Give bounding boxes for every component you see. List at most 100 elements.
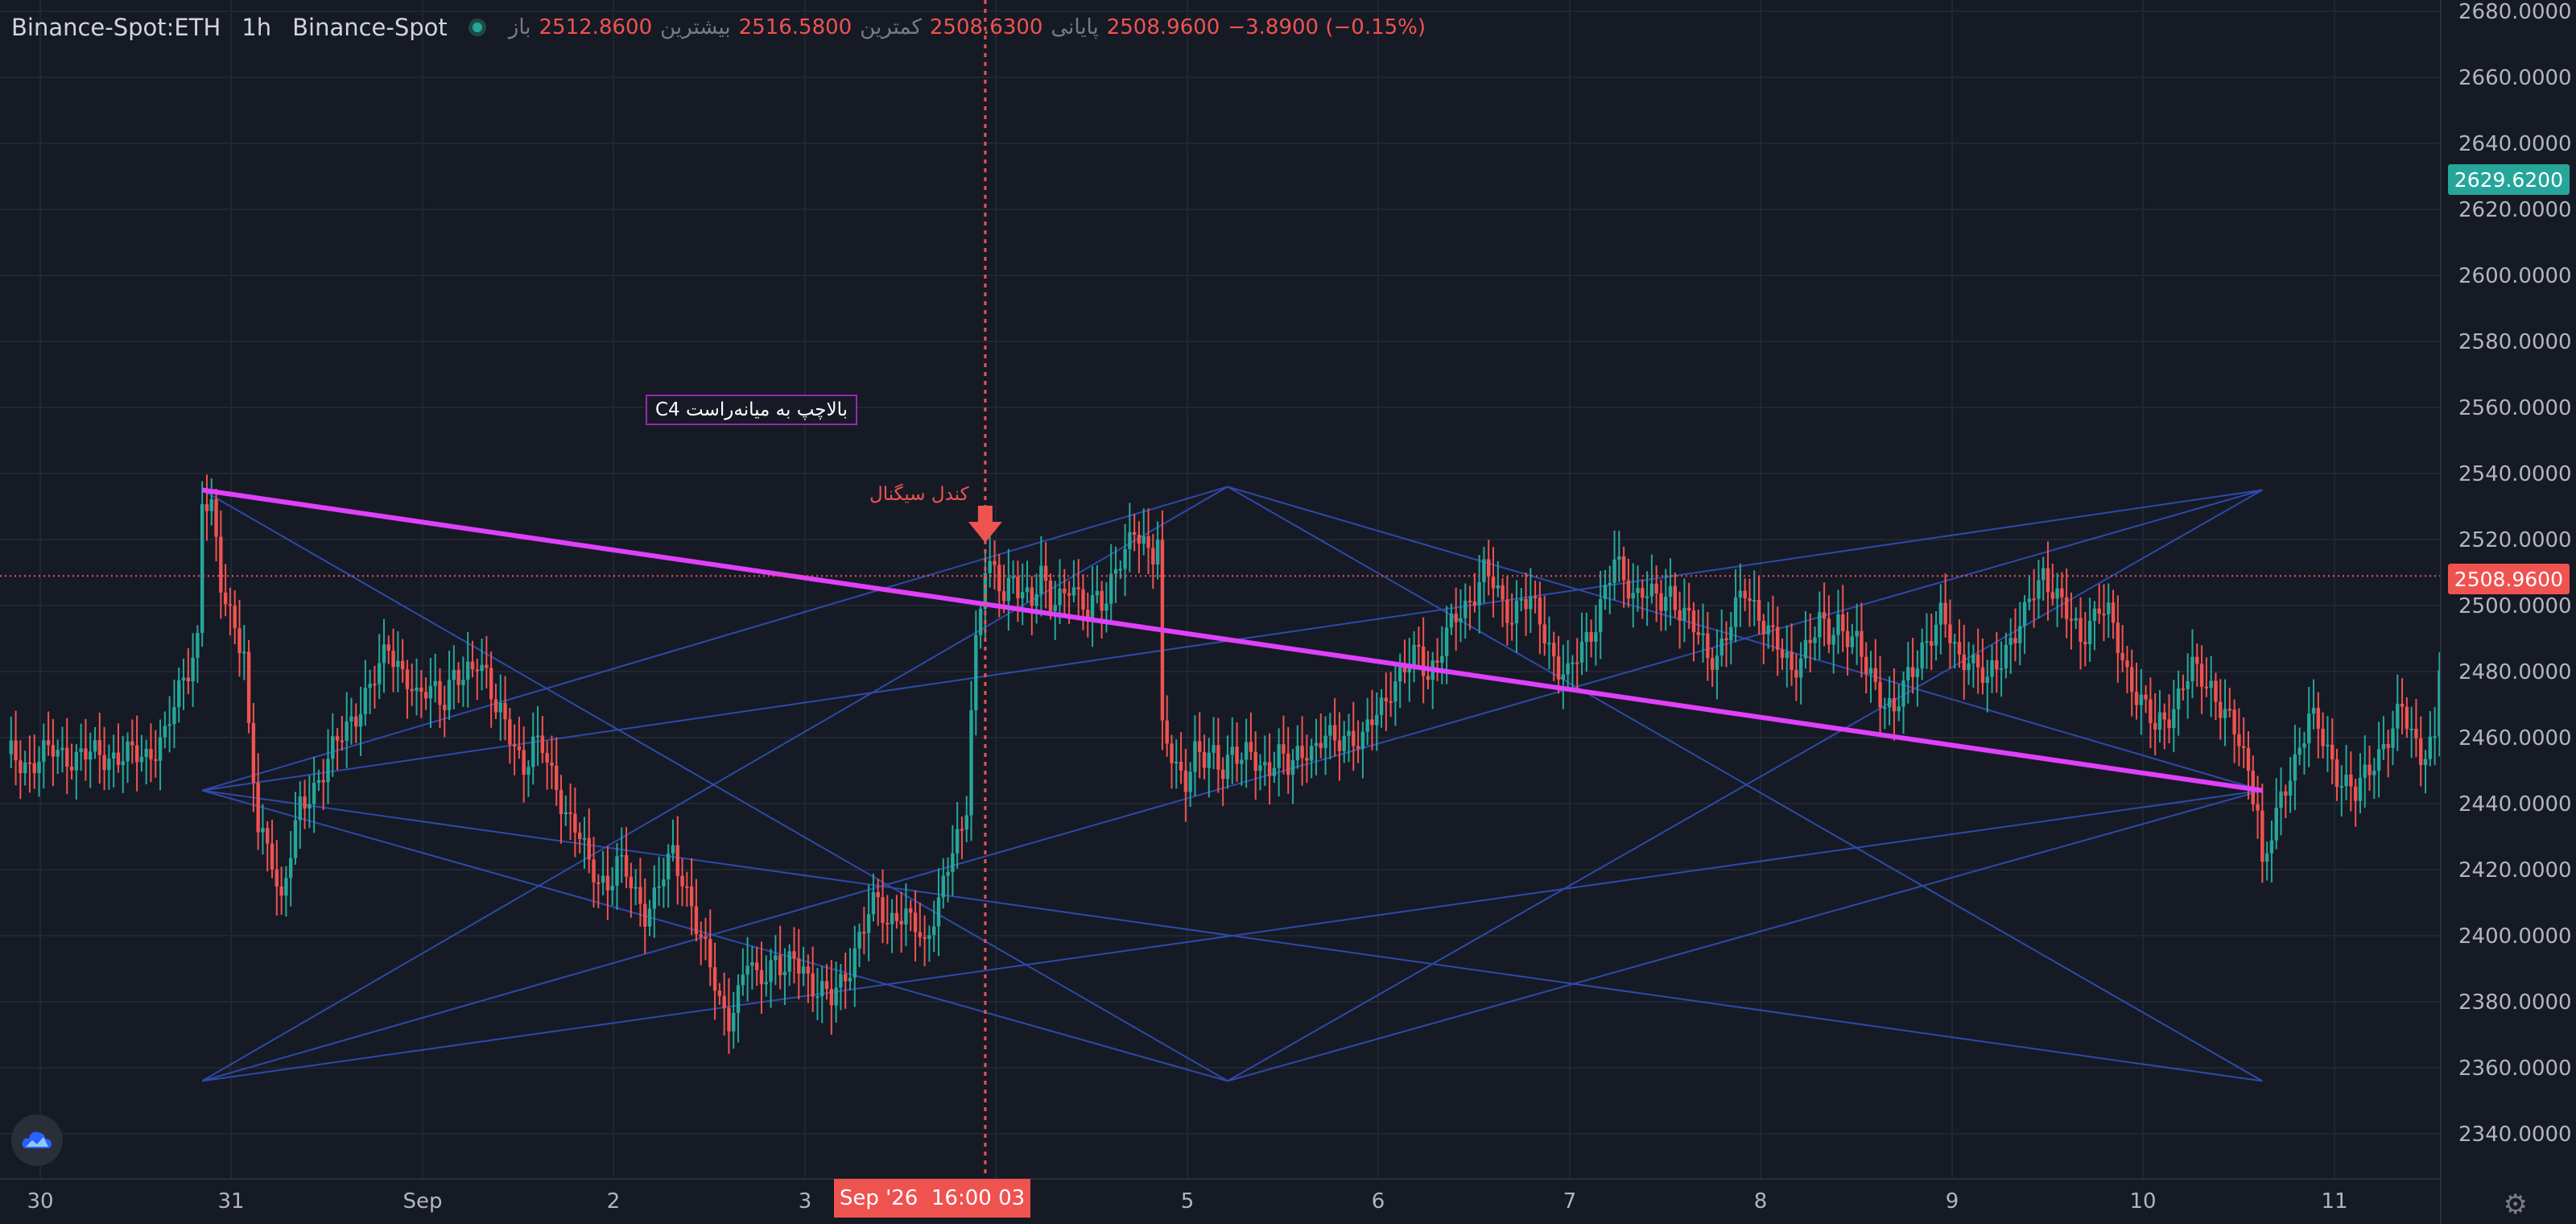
candle-body bbox=[1836, 614, 1840, 635]
candle-body bbox=[1566, 663, 1570, 675]
candle-body bbox=[27, 762, 32, 764]
candle-body bbox=[438, 680, 442, 705]
candle-body bbox=[2363, 764, 2367, 778]
candle-body bbox=[894, 912, 899, 921]
candle-body bbox=[1043, 565, 1048, 581]
candle-body bbox=[349, 716, 353, 722]
candle-body bbox=[46, 740, 51, 746]
candle-body bbox=[886, 923, 890, 925]
open-label: باز bbox=[508, 15, 531, 39]
candle-body bbox=[2097, 608, 2101, 614]
candle-body bbox=[2060, 588, 2064, 598]
candle-body bbox=[2368, 764, 2372, 775]
candle-body bbox=[1305, 758, 1309, 761]
candle-body bbox=[1850, 636, 1855, 647]
candle-body bbox=[2162, 712, 2166, 720]
candle-body bbox=[1444, 627, 1449, 656]
candle-body bbox=[708, 938, 712, 968]
candle-body bbox=[1109, 573, 1113, 604]
candle-body bbox=[126, 741, 130, 762]
candle-body bbox=[759, 970, 764, 985]
candle-body bbox=[1901, 680, 1905, 707]
candle-body bbox=[750, 962, 754, 966]
candle-body bbox=[2018, 626, 2022, 643]
candle-body bbox=[1841, 614, 1845, 631]
candle-body bbox=[1780, 649, 1785, 658]
candle-body bbox=[597, 882, 601, 884]
candle-body bbox=[1696, 632, 1700, 635]
candle-body bbox=[1496, 585, 1500, 589]
candle-body bbox=[647, 908, 652, 927]
candle-body bbox=[829, 988, 834, 1006]
tradingview-cloud-icon[interactable] bbox=[11, 1114, 63, 1166]
candle-body bbox=[890, 912, 894, 924]
candle-body bbox=[1971, 654, 1975, 664]
candle-body bbox=[1579, 642, 1584, 663]
candle-body bbox=[787, 951, 791, 972]
candle-body bbox=[503, 702, 507, 720]
candle-body bbox=[923, 937, 927, 939]
candle-body bbox=[1290, 760, 1295, 775]
close-value: 2508.9600 bbox=[1106, 15, 1220, 39]
candle-body bbox=[204, 504, 209, 511]
fan-line bbox=[201, 789, 1228, 1082]
candle-body bbox=[2027, 598, 2032, 602]
candle-body bbox=[820, 981, 824, 997]
candle-body bbox=[1137, 535, 1141, 544]
candle-body bbox=[2157, 712, 2162, 730]
time-tick-label: 7 bbox=[1563, 1189, 1577, 1214]
candle-body bbox=[689, 886, 694, 907]
candle-body bbox=[717, 990, 722, 996]
signal-candle-label: کندل سیگنال bbox=[869, 484, 969, 505]
candle-body bbox=[983, 573, 988, 609]
high-label: بیشترین bbox=[660, 15, 731, 39]
price-axis-bg bbox=[2441, 0, 2576, 1224]
candle-body bbox=[1556, 656, 1561, 680]
candle-body bbox=[782, 971, 787, 976]
candle-body bbox=[587, 837, 591, 860]
candle-body bbox=[2050, 592, 2055, 599]
candle-body bbox=[1063, 588, 1067, 593]
candle-body bbox=[1468, 600, 1472, 602]
candle-body bbox=[139, 757, 144, 763]
candle-body bbox=[1426, 676, 1430, 680]
annotation-box[interactable]: بالاچپ به میانه‌راست C4 bbox=[646, 395, 858, 425]
time-axis[interactable]: 3031Sep234567891011 bbox=[0, 1178, 2441, 1214]
candle-body bbox=[1282, 744, 1286, 754]
candle-body bbox=[1822, 612, 1827, 619]
price-axis[interactable]: 2340.0000 2360.0000 2380.0000 2400.0000 2420… bbox=[2440, 0, 2576, 1224]
candle-body bbox=[331, 736, 335, 759]
trend-line[interactable] bbox=[201, 487, 2263, 793]
candle-body bbox=[1258, 765, 1262, 771]
gear-icon[interactable]: ⚙ bbox=[2503, 1189, 2528, 1221]
fan-line bbox=[1227, 489, 2263, 1082]
candle-body bbox=[605, 875, 610, 891]
candle-body bbox=[2433, 736, 2437, 738]
candle-body bbox=[489, 668, 493, 700]
candle-body bbox=[1962, 654, 1966, 671]
candle-body bbox=[1686, 607, 1691, 611]
symbol-label[interactable]: Binance-Spot:ETH bbox=[11, 14, 221, 41]
interval-label[interactable]: 1h bbox=[242, 14, 272, 41]
candle-body bbox=[1165, 720, 1169, 744]
fan-line bbox=[1227, 486, 2263, 792]
candle-body bbox=[1930, 641, 1934, 646]
candle-body bbox=[1612, 559, 1616, 584]
candle-body bbox=[1878, 681, 1882, 708]
candle-body bbox=[643, 904, 647, 927]
candle-body bbox=[2083, 641, 2087, 645]
candle-body bbox=[386, 644, 390, 651]
candle-body bbox=[158, 737, 163, 761]
candle-body bbox=[256, 783, 260, 833]
candle-body bbox=[2423, 759, 2428, 766]
candle-body bbox=[345, 721, 349, 742]
candle-body bbox=[1113, 569, 1118, 574]
candle-body bbox=[1505, 599, 1509, 623]
candle-body bbox=[2167, 719, 2171, 729]
candle-body bbox=[913, 912, 918, 932]
candle-body bbox=[517, 746, 522, 751]
candle-body bbox=[423, 692, 428, 699]
candle-body bbox=[1207, 752, 1212, 768]
candle-body bbox=[951, 853, 955, 872]
